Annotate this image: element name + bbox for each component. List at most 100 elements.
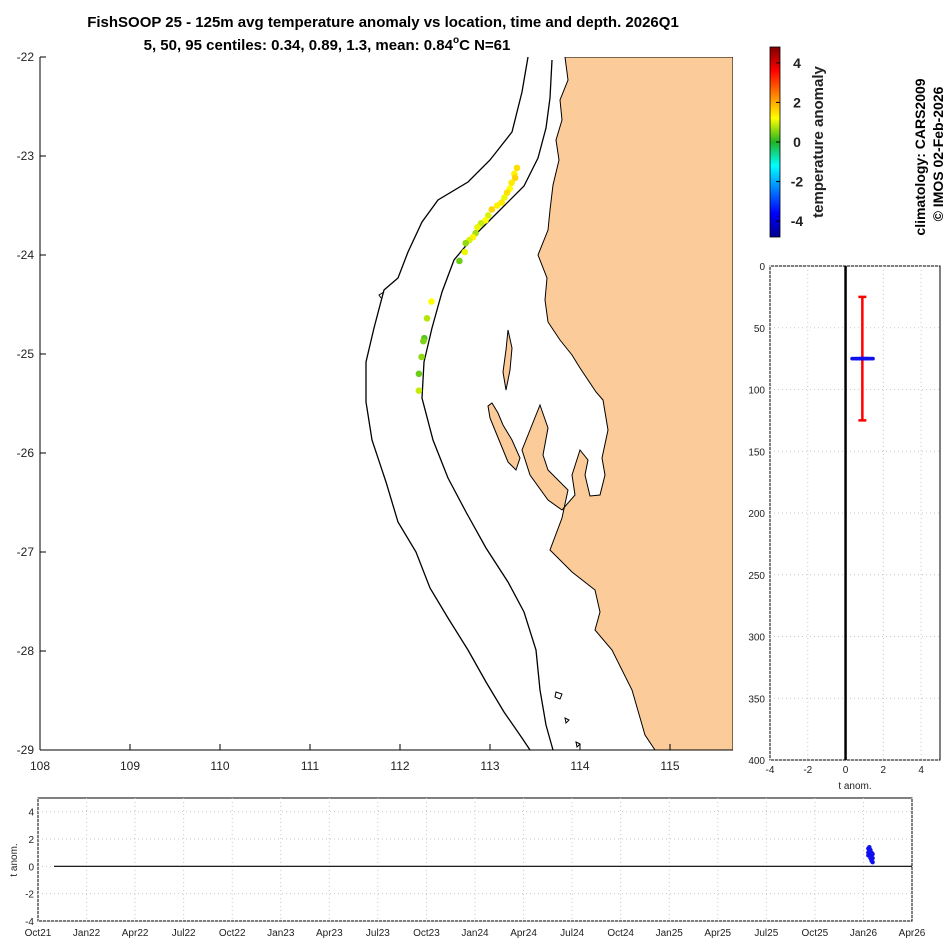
shelf-contour — [421, 59, 554, 750]
map-data-point — [513, 164, 521, 172]
peninsula — [487, 402, 521, 471]
map-data-point — [418, 353, 425, 361]
map-x-tick-label: 109 — [120, 759, 140, 773]
small-island-2 — [564, 717, 570, 725]
depth-profile-point — [871, 356, 875, 361]
time-series-y-tick-label: 0 — [28, 862, 34, 873]
map-y-tick-label: -24 — [17, 248, 35, 262]
map-y-tick-label: -23 — [17, 149, 35, 163]
depth-profile-y-tick-label: 400 — [748, 756, 765, 767]
time-series-x-tick-label: Oct21 — [25, 928, 52, 939]
map-y-tick-label: -28 — [17, 644, 35, 658]
deep-contour-notch — [378, 291, 385, 299]
time-series-y-tick-label: 2 — [28, 835, 34, 846]
colorbar-tick-label: 0 — [793, 134, 801, 150]
depth-profile-xlabel: t anom. — [838, 781, 871, 792]
map-data-point — [415, 370, 423, 378]
title-line1: FishSOOP 25 - 125m avg temperature anoma… — [87, 14, 679, 31]
small-island-3 — [575, 741, 581, 749]
colorbar-tick-label: 2 — [793, 94, 801, 110]
time-series-x-tick-label: Jan25 — [656, 928, 684, 939]
map-data-point — [428, 298, 435, 305]
map-data-point — [488, 206, 496, 213]
island — [502, 329, 513, 391]
map-data-point — [511, 174, 519, 182]
colorbar: 4 2 0 -2 -4 temperature anomaly — [769, 46, 827, 238]
colorbar-tick-label: 4 — [793, 55, 801, 71]
map-y-tick-label: -26 — [17, 446, 35, 460]
map-data-point — [420, 337, 427, 345]
map-data-point — [415, 387, 423, 394]
time-series-panel: Oct21 Jan22 Apr22 Jul22 Oct22 Jan23 Apr23 Jul23… — [9, 797, 926, 939]
time-series-x-tick-label: Jan22 — [73, 928, 101, 939]
map-panel: 108 109 110 111 112 113 114 115 -22 -23 -24 -25 -26 -… — [17, 50, 733, 773]
time-series-ylabel: t anom. — [9, 843, 20, 876]
time-series-x-tick-label: Oct24 — [607, 928, 634, 939]
time-series-x-tick-label: Oct22 — [219, 928, 246, 939]
copyright-note: © IMOS 02-Feb-2026 — [930, 86, 946, 221]
map-data-point — [501, 194, 508, 201]
depth-profile-x-tick-label: 4 — [918, 765, 924, 776]
climatology-note: climatology: CARS2009 — [912, 78, 928, 235]
map-data-point — [474, 223, 481, 231]
depth-profile-y-tick-label: 150 — [748, 447, 765, 458]
time-series-x-tick-label: Apr24 — [510, 928, 537, 939]
time-series-x-tick-label: Oct23 — [413, 928, 440, 939]
mainland — [521, 57, 733, 750]
time-series-y-tick-label: 4 — [28, 808, 34, 819]
map-land-and-contours — [365, 57, 733, 750]
colorbar-tick-label: -2 — [791, 174, 804, 190]
map-data-point — [508, 179, 515, 187]
map-x-tick-label: 115 — [660, 759, 679, 773]
colorbar-label: temperature anomaly — [810, 65, 827, 217]
depth-profile-x-tick-label: 0 — [843, 765, 849, 776]
map-y-tick-label: -22 — [17, 50, 35, 64]
map-x-tick-label: 111 — [301, 759, 320, 773]
time-series-x-tick-label: Jul25 — [754, 928, 778, 939]
time-series-x-tick-label: Apr26 — [899, 928, 926, 939]
map-y-tick-label: -29 — [17, 743, 35, 757]
map-data-point — [423, 315, 431, 322]
title-line2: 5, 50, 95 centiles: 0.34, 0.89, 1.3, mea… — [144, 35, 511, 54]
time-series-x-tick-label: Jul23 — [366, 928, 390, 939]
depth-profile-y-tick-label: 50 — [754, 324, 766, 335]
depth-profile-y-tick-label: 300 — [748, 633, 765, 644]
time-series-content: Oct21 Jan22 Apr22 Jul22 Oct22 Jan23 Apr23 Jul23… — [25, 798, 926, 939]
depth-profile-y-tick-label: 250 — [748, 571, 765, 582]
map-points — [415, 164, 521, 394]
depth-profile-content: -4 -2 0 2 4 0 50 100 150 200 250 300 350 400 — [748, 262, 940, 776]
small-island-1 — [554, 691, 563, 700]
colorbar-ticks: 4 2 0 -2 -4 — [776, 55, 803, 229]
depth-profile-x-tick-label: -2 — [803, 765, 812, 776]
map-data-point — [461, 248, 469, 256]
side-notes: climatology: CARS2009 © IMOS 02-Feb-2026 — [912, 78, 946, 235]
depth-profile-y-tick-label: 100 — [748, 386, 765, 397]
map-y-tick-label: -27 — [17, 545, 35, 559]
map-x-tick-label: 113 — [480, 759, 499, 773]
depth-profile-panel: -4 -2 0 2 4 0 50 100 150 200 250 300 350 400 t anom. — [748, 262, 941, 792]
time-series-point — [870, 851, 875, 857]
title-line2-prefix: 5, 50, 95 centiles: 0.34, 0.89, 1.3, mea… — [144, 37, 454, 54]
map-axes: 108 109 110 111 112 113 114 115 -22 -23 -24 -25 -26 -… — [17, 50, 733, 773]
depth-profile-y-tick-label: 350 — [748, 694, 765, 705]
time-series-x-tick-label: Jan24 — [461, 928, 489, 939]
map-y-tick-label: -25 — [17, 347, 35, 361]
colorbar-tick-label: -4 — [791, 213, 804, 229]
time-series-point — [870, 855, 875, 861]
map-data-point — [493, 202, 501, 209]
time-series-point — [870, 860, 875, 865]
depth-profile-y-tick-label: 0 — [759, 262, 765, 273]
deep-contour — [365, 57, 531, 750]
time-series-y-tick-label: -2 — [25, 890, 34, 901]
depth-profile-x-tick-label: 2 — [881, 765, 887, 776]
time-series-y-tick-label: -4 — [25, 917, 34, 928]
map-x-tick-label: 110 — [210, 759, 229, 773]
map-data-point — [462, 239, 470, 247]
map-x-tick-label: 112 — [390, 759, 409, 773]
time-series-x-tick-label: Apr23 — [316, 928, 343, 939]
time-series-x-tick-label: Jan26 — [850, 928, 878, 939]
time-series-x-tick-label: Apr25 — [704, 928, 731, 939]
time-series-x-tick-label: Apr22 — [122, 928, 149, 939]
degree-superscript: o — [453, 35, 459, 46]
